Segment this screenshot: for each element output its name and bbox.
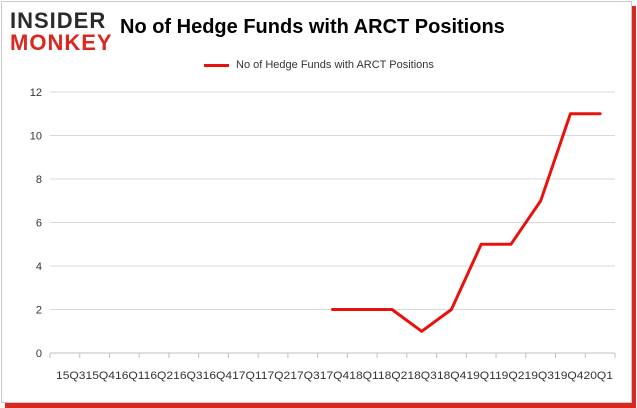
y-tick-label: 10	[30, 131, 42, 143]
data-point	[331, 308, 334, 311]
legend-label: No of Hedge Funds with ARCT Positions	[236, 59, 434, 71]
chart-frame: INSIDER MONKEY No of Hedge Funds with AR…	[1, 1, 632, 403]
data-point	[420, 330, 423, 333]
x-tick-labels: 15Q315Q416Q116Q216Q316Q417Q117Q217Q317Q4…	[56, 370, 613, 382]
chart-title: No of Hedge Funds with ARCT Positions	[120, 16, 505, 38]
series-line-0	[331, 112, 602, 333]
logo-line-2: MONKEY	[10, 30, 113, 55]
y-tick-labels: 0 2 4 6 8 10 12	[30, 87, 42, 360]
data-point	[539, 199, 542, 202]
data-point	[509, 243, 513, 246]
series-group	[331, 112, 602, 333]
data-point	[450, 308, 453, 311]
legend-swatch	[204, 64, 229, 67]
y-tick-label: 4	[36, 261, 42, 273]
data-point	[569, 112, 572, 115]
data-point	[479, 243, 483, 246]
data-point	[361, 308, 364, 311]
y-tick-label: 2	[36, 305, 42, 317]
y-tick-label: 0	[36, 348, 42, 360]
line-chart: 0 2 4 6 8 10 12 15Q315Q416Q116Q216Q316Q417Q117…	[30, 87, 616, 382]
y-tick-label: 8	[36, 174, 42, 186]
logo-line-1: INSIDER	[10, 8, 107, 33]
data-point	[598, 112, 602, 115]
y-tick-label: 6	[36, 218, 42, 230]
gridlines	[50, 91, 615, 310]
axes	[49, 352, 616, 358]
y-tick-label: 12	[30, 87, 42, 99]
data-point	[390, 308, 394, 311]
insider-monkey-logo: INSIDER MONKEY	[10, 10, 116, 54]
